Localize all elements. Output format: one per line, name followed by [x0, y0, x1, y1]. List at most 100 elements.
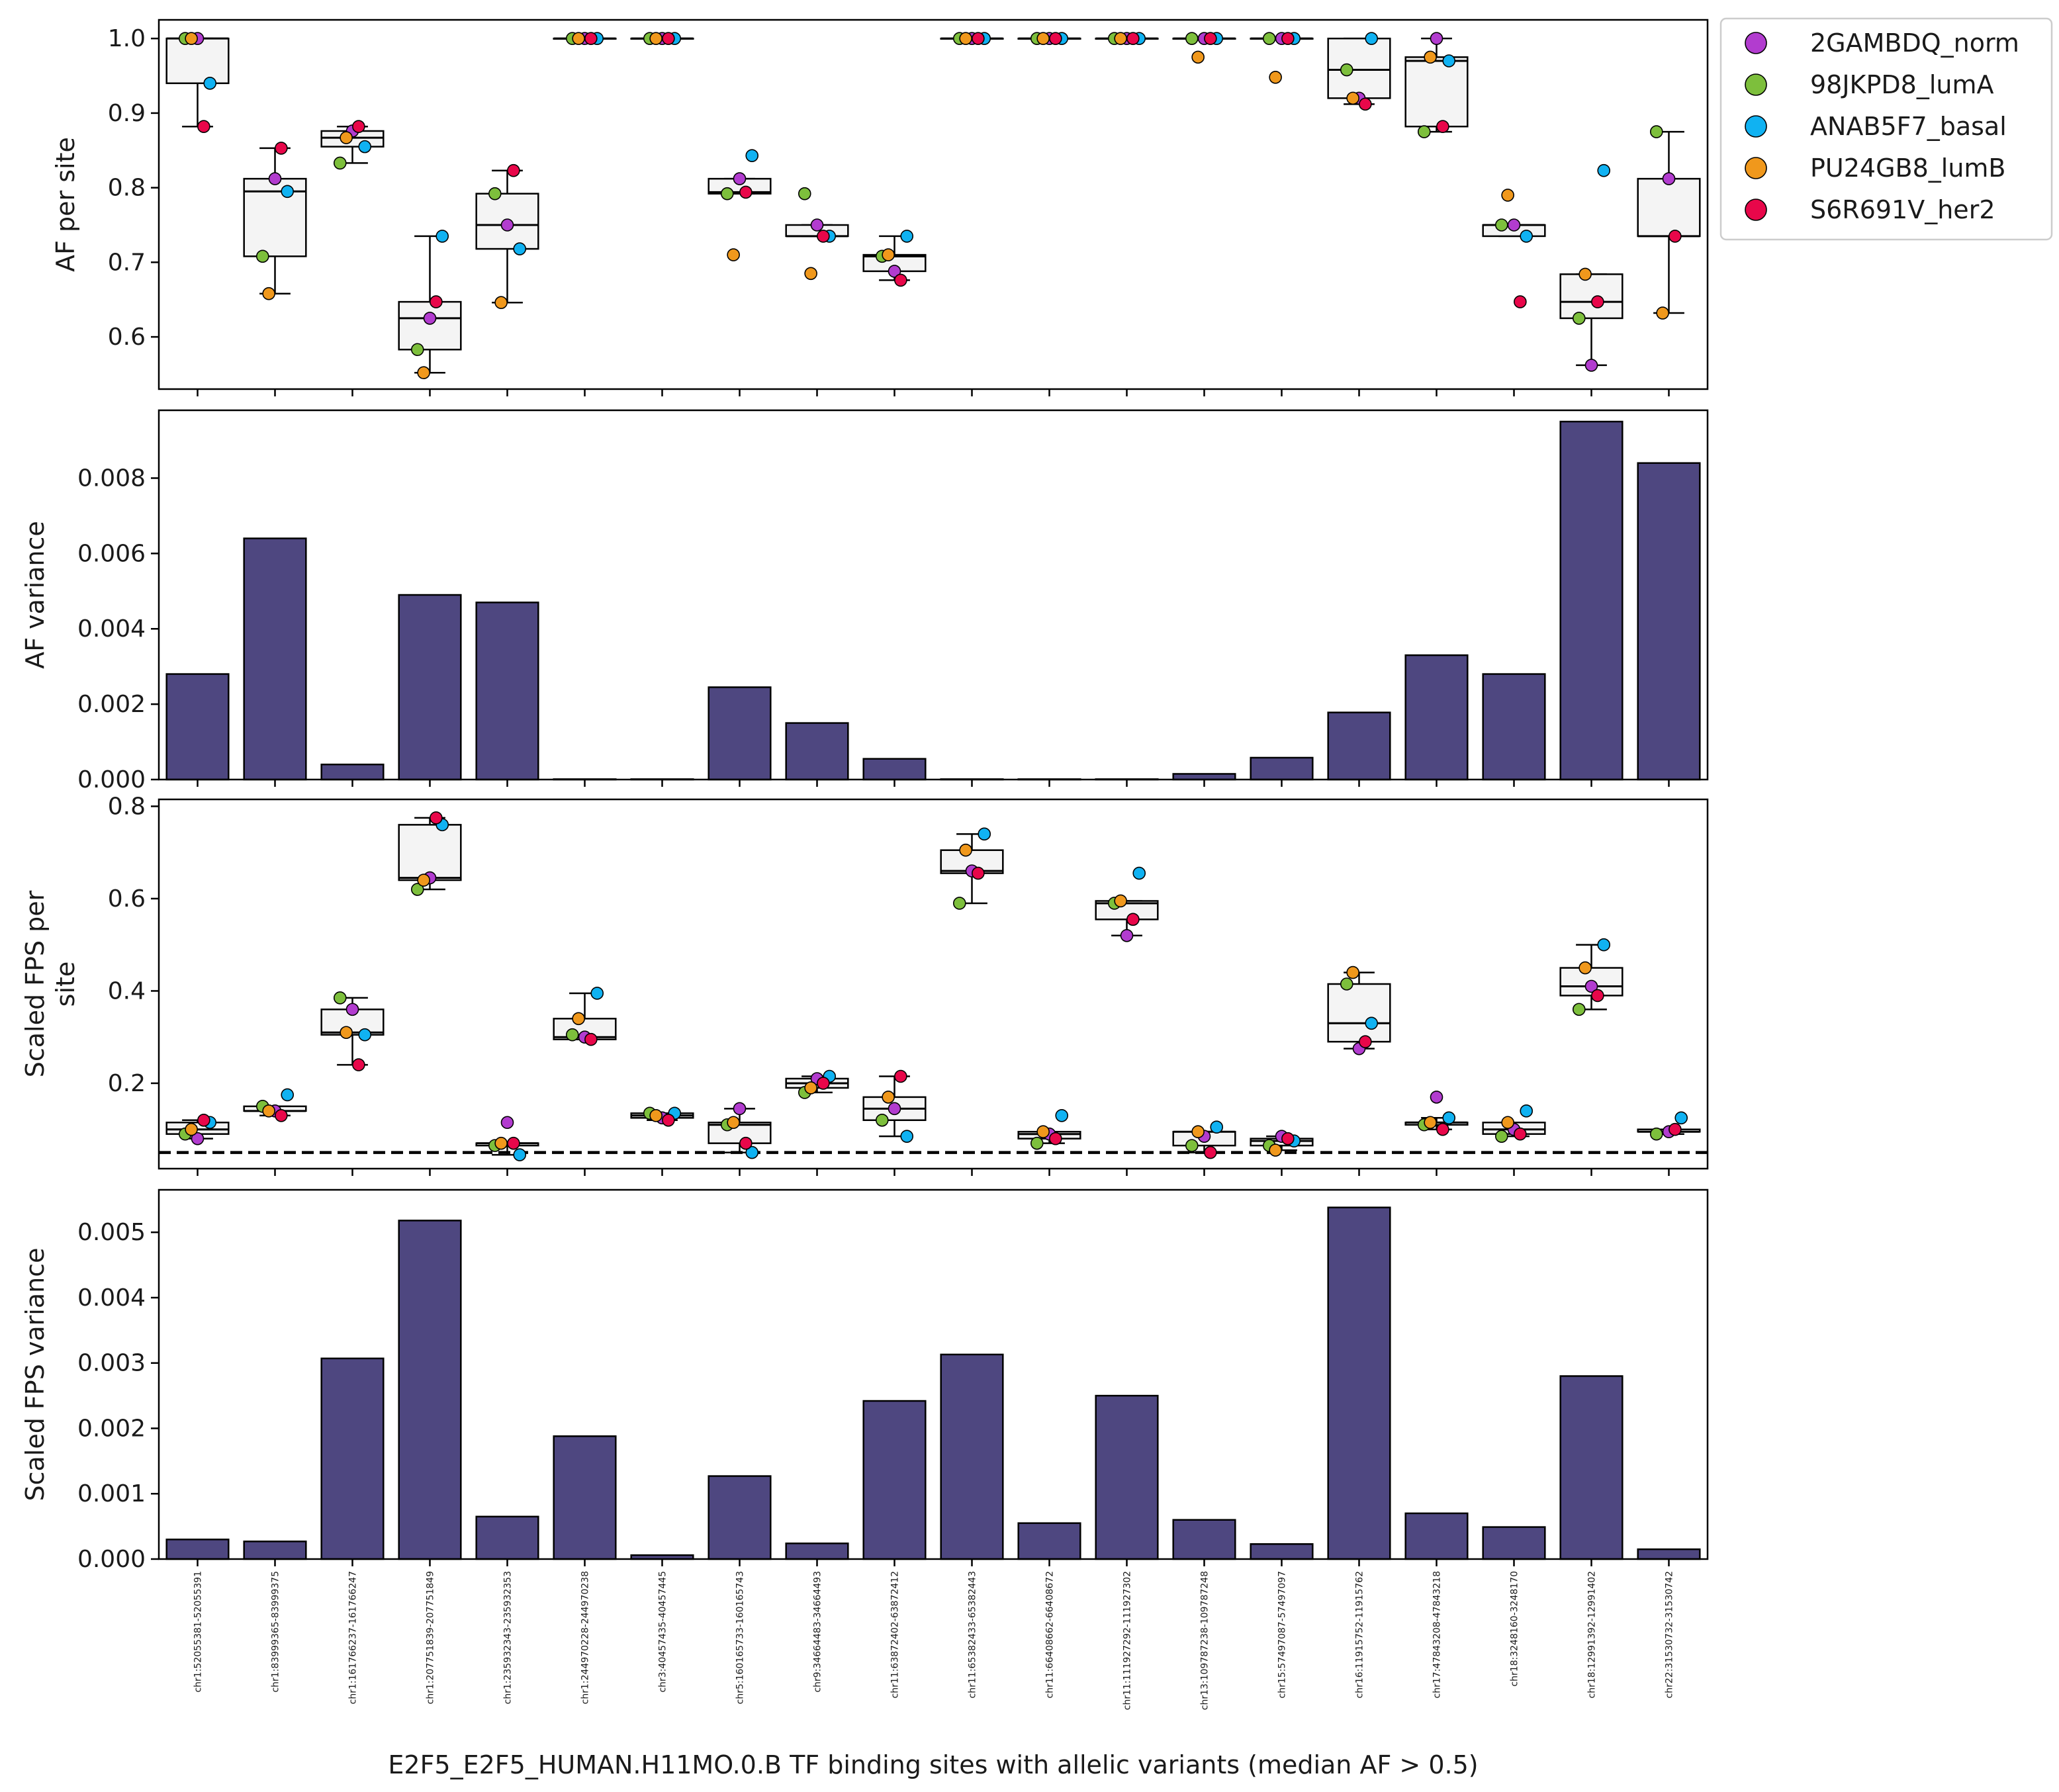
- bar: [708, 1475, 772, 1560]
- axes-frame: [158, 19, 1709, 390]
- x-tick-label: chr11:65382433-65382443: [968, 1571, 978, 1698]
- point-PU24GB8_lumB: [1036, 32, 1050, 45]
- point-PU24GB8_lumB: [1579, 267, 1592, 281]
- axes-frame: [158, 798, 1709, 1170]
- point-2GAMBDQ_norm: [1584, 359, 1598, 372]
- bar: [1172, 773, 1236, 781]
- point-PU24GB8_lumB: [1656, 306, 1669, 320]
- point-PU24GB8_lumB: [1269, 1143, 1282, 1157]
- point-98JKPD8_lumA: [1417, 125, 1431, 138]
- point-PU24GB8_lumB: [727, 248, 740, 261]
- point-ANAB5F7_basal: [281, 185, 295, 199]
- point-PU24GB8_lumB: [727, 1116, 740, 1130]
- bar: [862, 758, 927, 781]
- point-PU24GB8_lumB: [959, 32, 972, 45]
- point-2GAMBDQ_norm: [345, 1003, 359, 1016]
- x-tick-label: chr18:3248160-3248170: [1510, 1571, 1520, 1687]
- point-S6R691V_her2: [352, 120, 365, 133]
- x-tick-label: chr22:31530732-31530742: [1665, 1571, 1675, 1698]
- point-PU24GB8_lumB: [572, 32, 585, 45]
- y-tick-label: 0.005: [77, 1219, 146, 1246]
- bar: [1095, 1394, 1159, 1560]
- x-tick-label: chr5:160165733-160165743: [735, 1571, 746, 1704]
- point-S6R691V_her2: [1281, 1132, 1295, 1145]
- bar: [398, 1220, 462, 1560]
- point-PU24GB8_lumB: [1036, 1125, 1050, 1138]
- point-2GAMBDQ_norm: [1430, 32, 1443, 45]
- bar: [320, 763, 385, 781]
- point-98JKPD8_lumA: [1340, 63, 1353, 77]
- legend-label: S6R691V_her2: [1810, 195, 1995, 224]
- point-S6R691V_her2: [1126, 32, 1140, 45]
- x-tick-label: chr17:47843208-47843218: [1432, 1571, 1443, 1698]
- bar: [243, 1541, 307, 1560]
- x-tick-label: chr1:52055381-52055391: [193, 1571, 204, 1693]
- point-ANAB5F7_basal: [513, 1148, 527, 1161]
- point-98JKPD8_lumA: [410, 343, 424, 357]
- point-ANAB5F7_basal: [281, 1088, 295, 1102]
- box-body: [165, 37, 230, 85]
- point-S6R691V_her2: [1669, 230, 1682, 243]
- point-S6R691V_her2: [1591, 989, 1604, 1003]
- bar: [165, 673, 230, 781]
- x-tick-label: chr3:40457435-40457445: [658, 1571, 668, 1693]
- point-98JKPD8_lumA: [875, 1113, 889, 1127]
- point-S6R691V_her2: [1126, 913, 1140, 926]
- point-PU24GB8_lumB: [340, 1026, 353, 1040]
- bar: [165, 1539, 230, 1560]
- point-2GAMBDQ_norm: [1507, 218, 1521, 232]
- point-ANAB5F7_basal: [745, 1145, 759, 1159]
- point-S6R691V_her2: [739, 185, 753, 199]
- bar: [475, 1515, 539, 1560]
- point-S6R691V_her2: [507, 163, 520, 177]
- box-4: [398, 235, 462, 374]
- point-PU24GB8_lumB: [1501, 189, 1514, 202]
- point-2GAMBDQ_norm: [733, 172, 747, 185]
- bar: [862, 1400, 927, 1560]
- y-tick-label: 0.8: [108, 175, 146, 202]
- point-98JKPD8_lumA: [1649, 125, 1663, 138]
- point-S6R691V_her2: [430, 295, 443, 308]
- point-S6R691V_her2: [1591, 295, 1604, 308]
- axes-frame: [158, 409, 1709, 781]
- point-2GAMBDQ_norm: [888, 265, 901, 278]
- bar: [1482, 673, 1546, 781]
- point-PU24GB8_lumB: [417, 874, 430, 887]
- point-98JKPD8_lumA: [1030, 1136, 1044, 1150]
- bar: [708, 686, 772, 781]
- point-2GAMBDQ_norm: [733, 1102, 747, 1116]
- point-PU24GB8_lumB: [1424, 1116, 1437, 1130]
- point-PU24GB8_lumB: [804, 267, 817, 281]
- point-S6R691V_her2: [1514, 1127, 1527, 1141]
- point-S6R691V_her2: [1359, 1035, 1372, 1048]
- point-98JKPD8_lumA: [488, 187, 502, 201]
- point-S6R691V_her2: [352, 1058, 365, 1071]
- point-2GAMBDQ_norm: [500, 218, 514, 232]
- bar: [553, 1435, 617, 1560]
- box-2: [243, 147, 307, 294]
- y-tick-label: 0.6: [108, 885, 146, 913]
- bar: [1482, 1526, 1546, 1560]
- box-20: [1637, 130, 1701, 314]
- y-tick-label: 0.8: [108, 793, 146, 820]
- point-98JKPD8_lumA: [1340, 977, 1353, 991]
- point-PU24GB8_lumB: [494, 296, 508, 310]
- box-body: [1404, 56, 1469, 128]
- bar: [1172, 1519, 1236, 1560]
- point-S6R691V_her2: [584, 32, 598, 45]
- point-PU24GB8_lumB: [572, 1012, 585, 1026]
- point-2GAMBDQ_norm: [810, 218, 824, 232]
- bar: [940, 1353, 1004, 1560]
- point-ANAB5F7_basal: [1520, 230, 1533, 243]
- legend-frame: [1719, 17, 2053, 241]
- point-98JKPD8_lumA: [1494, 218, 1508, 232]
- point-ANAB5F7_basal: [900, 1130, 914, 1143]
- point-PU24GB8_lumB: [882, 248, 895, 261]
- point-98JKPD8_lumA: [1494, 1130, 1508, 1143]
- box-body: [1327, 983, 1391, 1043]
- box-body: [1327, 37, 1391, 99]
- y-tick-label: 0.003: [77, 1350, 146, 1377]
- y-tick-label: 0.004: [77, 615, 146, 643]
- point-ANAB5F7_basal: [590, 987, 604, 1000]
